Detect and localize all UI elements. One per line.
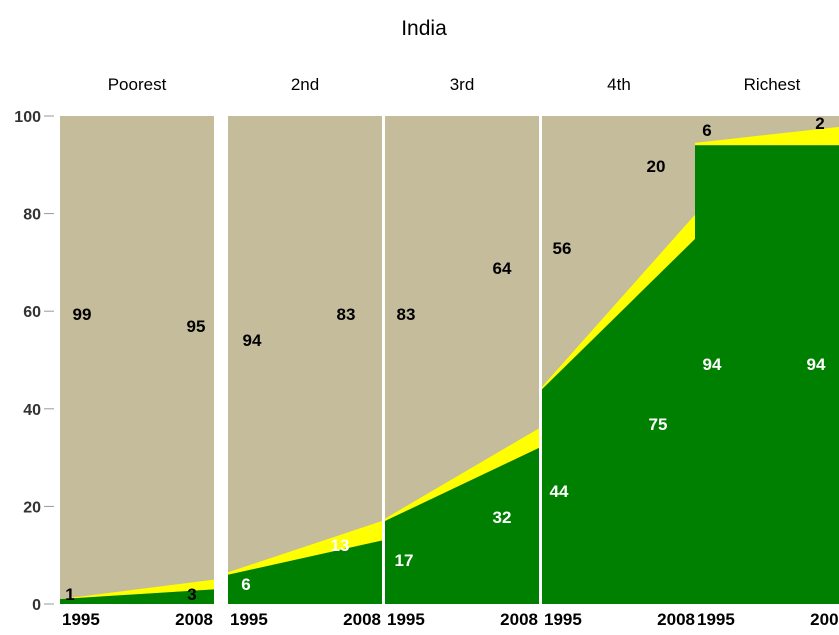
data-label-green: 94 [703,355,722,374]
panel-label: Richest [744,75,801,94]
x-tick-label: 2008 [343,610,381,629]
data-label-green: 75 [649,415,668,434]
data-label-green: 32 [493,508,512,527]
area-green-poorest [60,589,214,604]
chart-title: India [401,17,447,40]
x-tick-label: 2008 [810,610,839,629]
y-tick-label: 60 [23,304,41,321]
area-yellow-2nd [228,521,382,575]
data-label-green: 13 [331,536,350,555]
data-label-tan: 95 [187,317,206,336]
area-green-3rd [385,447,539,604]
x-tick-label: 1995 [62,610,100,629]
panel-background-2nd [228,116,382,604]
panel-label: 4th [607,75,631,94]
area-yellow-poorest [60,579,214,600]
data-label-tan: 99 [73,305,92,324]
area-yellow-3rd [385,428,539,522]
data-label-green: 6 [241,575,250,594]
data-label-green: 94 [807,355,826,374]
area-green-2nd [228,540,382,604]
area-yellow-richest [695,126,839,146]
area-green-4th [542,238,696,604]
y-tick-label: 0 [32,597,41,614]
data-label-tan: 6 [702,121,711,140]
x-tick-label: 2008 [175,610,213,629]
panel-label: 3rd [450,75,475,94]
data-label-tan: 56 [553,239,572,258]
area-yellow-4th [542,213,696,390]
y-tick-label: 80 [23,207,41,224]
y-tick-label: 20 [23,499,41,516]
x-tick-label: 1995 [387,610,425,629]
x-tick-label: 1995 [230,610,268,629]
x-tick-label: 1995 [697,610,735,629]
y-tick-label: 40 [23,402,41,419]
y-tick-label: 100 [14,109,41,126]
data-label-tan: 64 [493,259,512,278]
data-label-tan: 20 [647,157,666,176]
data-label-green: 17 [395,551,414,570]
panel-background-poorest [60,116,214,604]
x-tick-label: 2008 [500,610,538,629]
data-label-tan: 83 [337,305,356,324]
area-green-richest [695,145,839,604]
data-label-tan: 2 [815,114,824,133]
data-label-green: 1 [65,585,74,604]
panel-label: 2nd [291,75,319,94]
data-label-green: 44 [550,482,569,501]
x-tick-label: 2008 [657,610,695,629]
data-label-tan: 83 [397,305,416,324]
x-tick-label: 1995 [544,610,582,629]
data-label-green: 3 [187,585,196,604]
data-label-tan: 94 [243,331,262,350]
panel-label: Poorest [108,75,167,94]
